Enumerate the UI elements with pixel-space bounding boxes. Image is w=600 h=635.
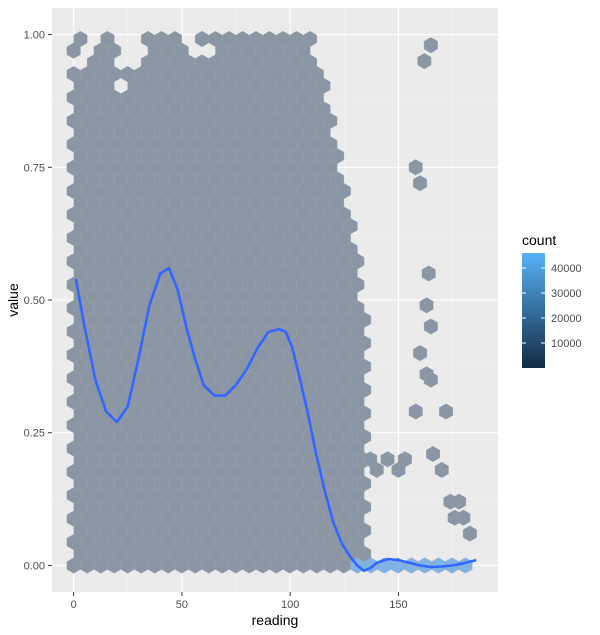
hex-bin (462, 525, 477, 542)
hex-bin (439, 403, 453, 420)
y-tick-label: 0.25 (24, 428, 45, 440)
hex-bin (408, 159, 423, 176)
hex-bin (419, 297, 434, 314)
legend-title: count (522, 232, 556, 248)
hex-bin (456, 509, 471, 526)
hex-bin (397, 451, 412, 468)
y-axis: 0.00 0.25 0.50 0.75 1.00 (24, 30, 52, 572)
hex-bin (452, 493, 466, 510)
x-tick-label: 100 (281, 599, 299, 611)
y-tick-label: 1.00 (24, 30, 45, 42)
x-tick-label: 50 (176, 599, 188, 611)
hex-bin (369, 461, 384, 478)
legend-ticks: 10000 20000 30000 40000 (522, 263, 582, 350)
legend-label: 30000 (551, 288, 582, 300)
legend-label: 40000 (551, 263, 582, 275)
legend-label: 10000 (551, 338, 582, 350)
smooth-line-layer (74, 266, 477, 573)
legend: count 10000 20000 30000 40000 (522, 232, 582, 368)
hex-bin (380, 451, 395, 468)
hex-bin (73, 30, 88, 48)
y-tick-label: 0.75 (24, 162, 45, 174)
x-tick-label: 150 (389, 599, 407, 611)
hex-bin (426, 445, 440, 463)
hex-bin (100, 30, 115, 48)
hex-bin (413, 345, 427, 362)
smooth-line (74, 266, 477, 573)
legend-colorbar (522, 253, 545, 368)
x-axis-title: reading (252, 612, 299, 628)
y-tick-label: 0.50 (24, 295, 45, 307)
hex-bin (423, 318, 438, 335)
hex-bin (303, 30, 317, 48)
legend-label: 20000 (551, 313, 582, 325)
hex-bin (413, 175, 427, 192)
hex-bin (417, 53, 432, 70)
x-axis: 0 50 100 150 (71, 592, 408, 611)
hex-bin (408, 403, 423, 420)
x-tick-label: 0 (71, 599, 77, 611)
hex-bin (434, 461, 449, 478)
y-tick-label: 0.00 (24, 560, 45, 572)
hex-bin (168, 30, 182, 48)
y-axis-title: value (5, 283, 21, 317)
hex-bin (423, 37, 438, 54)
hex-bin (421, 265, 436, 282)
hex-layer (66, 30, 477, 574)
hex-bin (423, 371, 438, 388)
